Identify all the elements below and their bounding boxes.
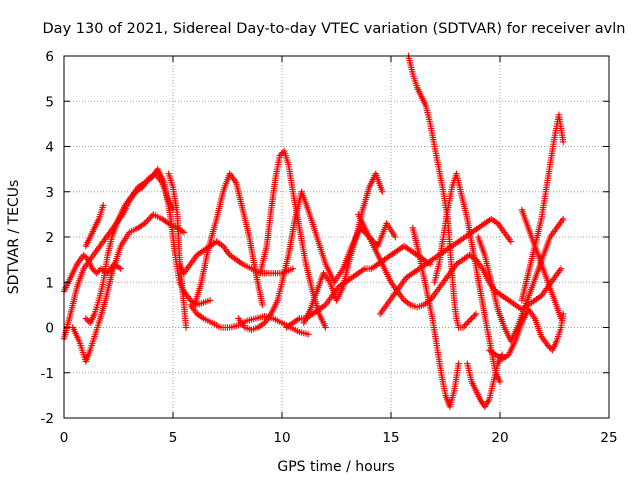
series-track xyxy=(485,306,567,363)
series-track xyxy=(409,224,462,410)
x-tick-label: 0 xyxy=(60,430,69,446)
data-point xyxy=(471,312,478,319)
data-point xyxy=(278,150,285,158)
data-point xyxy=(560,138,567,146)
data-point xyxy=(464,319,471,327)
data-point xyxy=(544,342,552,349)
data-point xyxy=(182,324,190,331)
chart-title: Day 130 of 2021, Sidereal Day-to-day VTE… xyxy=(43,21,626,37)
y-tick-label: 4 xyxy=(45,140,54,156)
data-point xyxy=(84,316,91,324)
y-tick-labels: -2 -1 0 1 2 3 4 5 6 xyxy=(41,49,54,427)
data-point xyxy=(459,324,467,331)
x-tick-label: 10 xyxy=(273,430,290,446)
data-point xyxy=(546,343,553,351)
data-point xyxy=(557,265,565,272)
data-point xyxy=(468,315,475,322)
x-tick-label: 20 xyxy=(491,430,508,446)
series-track xyxy=(165,170,190,331)
data-point xyxy=(147,214,154,221)
data-point xyxy=(145,215,153,223)
data-point xyxy=(90,266,97,274)
data-point xyxy=(93,270,100,277)
data-point xyxy=(142,218,150,226)
data-point xyxy=(289,265,297,272)
data-point xyxy=(94,268,102,275)
series-track xyxy=(300,170,386,327)
data-point xyxy=(100,202,107,209)
series-track xyxy=(82,202,107,250)
data-point xyxy=(465,318,472,325)
x-tick-label: 5 xyxy=(169,430,178,446)
series-track xyxy=(69,211,188,365)
series-track xyxy=(187,301,312,338)
data-point xyxy=(472,310,480,318)
data-point xyxy=(560,215,567,223)
y-tick-label: -2 xyxy=(41,411,54,427)
data-point xyxy=(82,315,89,322)
y-tick-label: 6 xyxy=(45,49,54,65)
data-point xyxy=(461,322,468,330)
y-tick-label: -1 xyxy=(41,366,54,382)
data-point xyxy=(259,301,266,309)
series-track xyxy=(82,165,214,327)
x-axis-label: GPS time / hours xyxy=(277,459,394,475)
data-point xyxy=(83,254,90,262)
grid-lines xyxy=(64,56,609,418)
data-point xyxy=(276,152,284,159)
data-point xyxy=(462,321,470,328)
series-track xyxy=(518,111,567,304)
data-points xyxy=(60,52,567,410)
data-point xyxy=(117,265,124,272)
data-point xyxy=(141,220,148,227)
data-point xyxy=(507,238,515,245)
data-point xyxy=(180,229,188,236)
data-point xyxy=(469,313,477,321)
data-point xyxy=(322,324,329,331)
axis-ticks xyxy=(63,55,610,419)
series-track xyxy=(176,238,297,277)
data-point xyxy=(206,297,214,304)
series-track xyxy=(376,215,515,318)
x-tick-label: 25 xyxy=(600,430,617,446)
series-track xyxy=(405,52,480,331)
data-point xyxy=(80,251,87,259)
series-track xyxy=(191,170,266,309)
data-point xyxy=(304,331,312,338)
y-tick-label: 3 xyxy=(45,185,54,201)
data-point xyxy=(379,188,386,195)
data-point xyxy=(496,378,504,385)
series-track xyxy=(518,206,565,322)
data-point xyxy=(144,217,151,224)
data-point xyxy=(455,360,462,367)
y-tick-label: 0 xyxy=(45,321,54,337)
series-track xyxy=(257,147,329,331)
data-point xyxy=(467,316,474,324)
x-tick-label: 15 xyxy=(382,430,399,446)
data-point xyxy=(557,315,565,322)
series-track xyxy=(475,215,567,345)
y-tick-label: 1 xyxy=(45,275,54,291)
y-tick-label: 2 xyxy=(45,230,54,246)
x-tick-labels: 0 5 10 15 20 25 xyxy=(60,430,618,446)
data-point xyxy=(392,233,399,241)
y-tick-label: 5 xyxy=(45,94,54,110)
data-point xyxy=(81,253,89,260)
data-point xyxy=(89,265,96,272)
y-axis-label: SDTVAR / TECUs xyxy=(6,180,22,295)
